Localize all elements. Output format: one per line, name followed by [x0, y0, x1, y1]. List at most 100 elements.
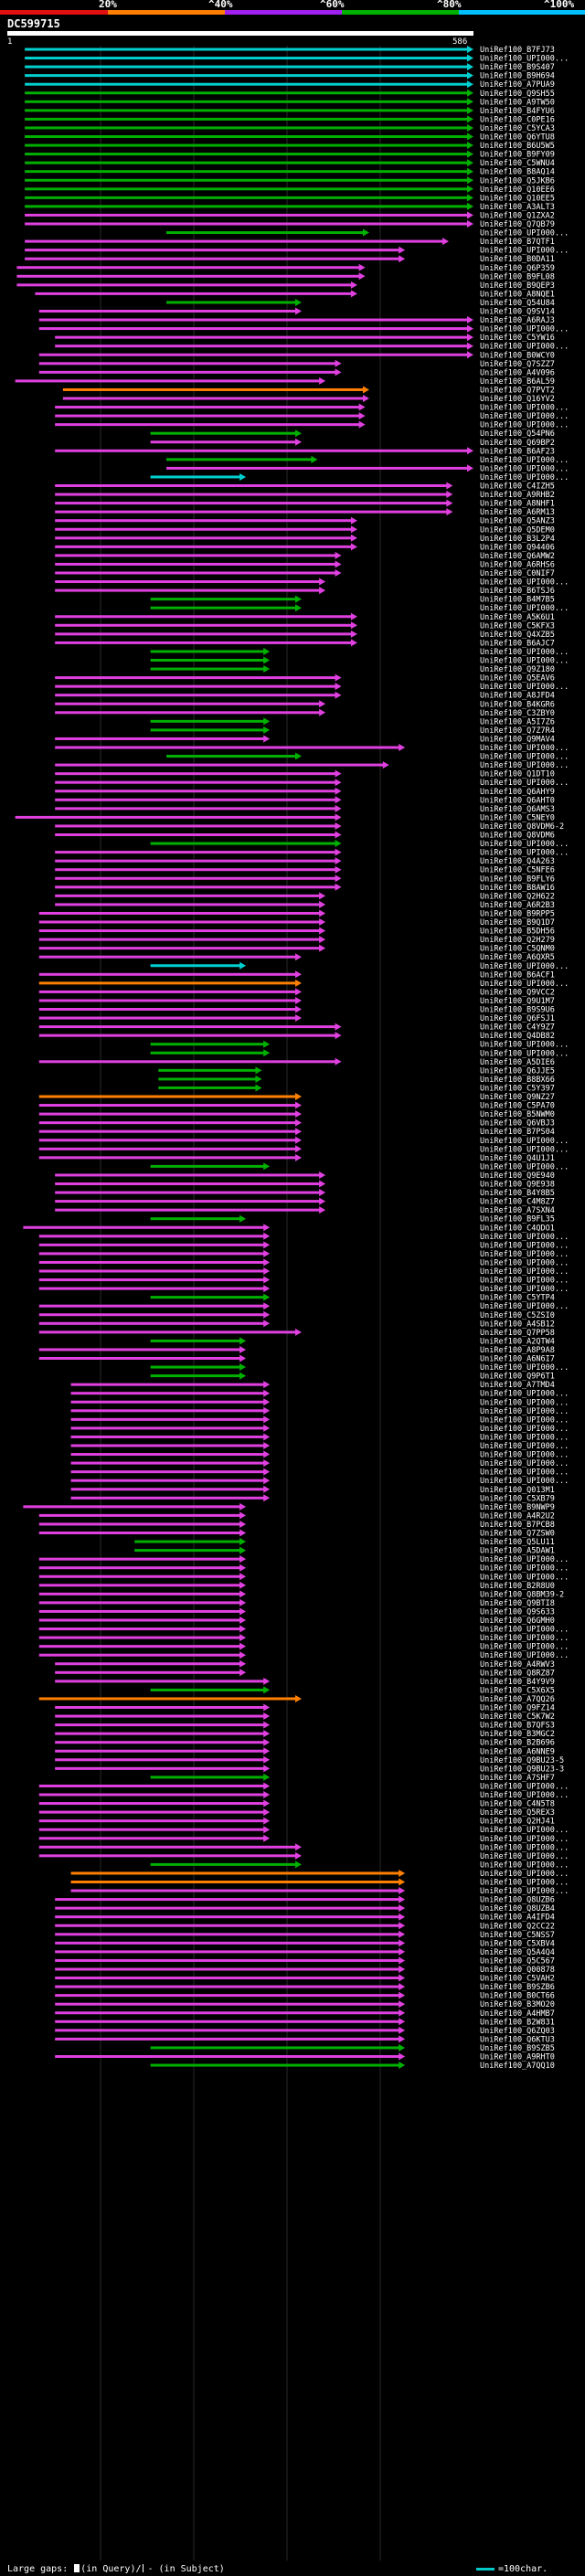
hit-row[interactable]: UniRef100_C0NIF7	[55, 569, 555, 578]
hit-row[interactable]: UniRef100_UPI000...	[25, 54, 569, 64]
hit-row[interactable]: UniRef100_A5DIE6	[38, 1057, 555, 1067]
hit-row[interactable]: UniRef100_B0DA11	[25, 255, 555, 264]
hit-row[interactable]: UniRef100_Q5DEM0	[55, 525, 555, 535]
hit-row[interactable]: UniRef100_Q8UZB4	[55, 1904, 555, 1913]
hit-row[interactable]: UniRef100_B6ACF1	[38, 970, 555, 980]
hit-row[interactable]: UniRef100_Q9S633	[38, 1607, 555, 1617]
hit-row[interactable]: UniRef100_C5K7W2	[55, 1712, 555, 1722]
hit-row[interactable]: UniRef100_B9SZB6	[55, 1983, 555, 1992]
hit-row[interactable]: UniRef100_C4IZH5	[55, 482, 555, 492]
hit-row[interactable]: UniRef100_UPI000...	[38, 1302, 569, 1311]
hit-row[interactable]: UniRef100_UPI000...	[150, 1162, 569, 1171]
hit-row[interactable]: UniRef100_Q6AHT0	[55, 796, 555, 805]
hit-row[interactable]: UniRef100_Q7PP58	[38, 1328, 555, 1338]
hit-row[interactable]: UniRef100_A9RHT0	[55, 2052, 555, 2062]
hit-row[interactable]: UniRef100_Q8RZ87	[55, 1669, 555, 1678]
hit-row[interactable]: UniRef100_B9SZB5	[150, 2043, 555, 2053]
hit-row[interactable]: UniRef100_B9S9U6	[38, 1005, 555, 1015]
hit-row[interactable]: UniRef100_UPI000...	[55, 848, 569, 858]
hit-row[interactable]: UniRef100_B9Q1D7	[38, 918, 555, 928]
hit-row[interactable]: UniRef100_Q6FSJ1	[38, 1014, 555, 1023]
hit-row[interactable]: UniRef100_UPI000...	[38, 979, 569, 989]
hit-row[interactable]: UniRef100_UPI000...	[150, 1049, 569, 1058]
hit-row[interactable]: UniRef100_B9FY09	[25, 150, 555, 160]
hit-row[interactable]: UniRef100_C5XB79	[70, 1494, 555, 1503]
hit-row[interactable]: UniRef100_UPI000...	[38, 1634, 569, 1643]
hit-row[interactable]: UniRef100_UPI000...	[150, 656, 569, 666]
hit-row[interactable]: UniRef100_UPI000...	[55, 578, 569, 588]
hit-row[interactable]: UniRef100_C4M8Z7	[55, 1197, 555, 1207]
hit-row[interactable]: UniRef100_Q7PVT2	[62, 386, 555, 395]
hit-row[interactable]: UniRef100_B3MO20	[55, 2000, 555, 2009]
hit-row[interactable]: UniRef100_UPI000...	[150, 604, 569, 613]
hit-row[interactable]: UniRef100_UPI000...	[55, 403, 569, 413]
hit-row[interactable]: UniRef100_Q2H622	[55, 892, 555, 901]
hit-row[interactable]: UniRef100_Q8BM39-2	[38, 1590, 564, 1599]
hit-row[interactable]: UniRef100_UPI000...	[70, 1415, 569, 1425]
hit-row[interactable]: UniRef100_Q00878	[55, 1966, 555, 1975]
hit-row[interactable]: UniRef100_UPI000...	[55, 779, 569, 788]
hit-row[interactable]: UniRef100_Q5REX3	[38, 1808, 555, 1818]
hit-row[interactable]: UniRef100_Q7ZSW0	[38, 1529, 555, 1539]
hit-row[interactable]: UniRef100_B4Y9V9	[55, 1677, 555, 1687]
hit-row[interactable]: UniRef100_Q9SH55	[25, 89, 555, 99]
hit-row[interactable]: UniRef100_UPI000...	[38, 1258, 569, 1267]
hit-row[interactable]: UniRef100_UPI000...	[150, 1040, 569, 1050]
hit-row[interactable]: UniRef100_B2R8U0	[38, 1581, 555, 1591]
hit-row[interactable]: UniRef100_UPI000...	[25, 246, 569, 256]
hit-row[interactable]: UniRef100_Q10EE5	[25, 194, 555, 203]
hit-row[interactable]: UniRef100_B4FYU6	[25, 106, 555, 116]
hit-row[interactable]: UniRef100_Q5C567	[55, 1956, 555, 1966]
hit-row[interactable]: UniRef100_UPI000...	[38, 1782, 569, 1791]
hit-row[interactable]: UniRef100_B2W831	[55, 2018, 555, 2027]
hit-row[interactable]: UniRef100_A6R2B3	[55, 900, 555, 910]
hit-row[interactable]: UniRef100_UPI000...	[70, 1450, 569, 1460]
hit-row[interactable]: UniRef100_UPI000...	[70, 1398, 569, 1407]
hit-row[interactable]: UniRef100_UPI000...	[70, 1887, 569, 1896]
hit-row[interactable]: UniRef100_Q10EE6	[25, 185, 555, 195]
hit-row[interactable]: UniRef100_UPI000...	[38, 1145, 569, 1154]
hit-row[interactable]: UniRef100_UPI000...	[38, 1625, 569, 1635]
hit-row[interactable]: UniRef100_C5NEY0	[15, 813, 555, 822]
hit-row[interactable]: UniRef100_Q6AHY9	[55, 787, 555, 797]
hit-row[interactable]: UniRef100_Q9BU23-5	[55, 1755, 564, 1765]
hit-row[interactable]: UniRef100_UPI000...	[70, 1878, 569, 1888]
hit-row[interactable]: UniRef100_UPI000...	[38, 1642, 569, 1652]
hit-row[interactable]: UniRef100_UPI000...	[38, 1267, 569, 1277]
hit-row[interactable]: UniRef100_Q69BP2	[150, 438, 555, 448]
hit-row[interactable]: UniRef100_Q5LU11	[134, 1538, 555, 1547]
hit-row[interactable]: UniRef100_A7QQ26	[38, 1694, 555, 1704]
hit-row[interactable]: UniRef100_Q2HJ41	[38, 1817, 555, 1827]
hit-row[interactable]: UniRef100_Q54PN6	[150, 429, 555, 439]
hit-row[interactable]: UniRef100_UPI000...	[55, 342, 569, 352]
hit-row[interactable]: UniRef100_C5WNU4	[25, 159, 555, 168]
hit-row[interactable]: UniRef100_A8NQE1	[35, 290, 555, 299]
hit-row[interactable]: UniRef100_A8NHF1	[55, 499, 555, 509]
hit-row[interactable]: UniRef100_Q5A4Q4	[55, 1947, 555, 1957]
hit-row[interactable]: UniRef100_UPI000...	[38, 1276, 569, 1286]
hit-row[interactable]: UniRef100_Q9E938	[55, 1180, 555, 1190]
hit-row[interactable]: UniRef100_C5KFX3	[55, 621, 555, 631]
hit-row[interactable]: UniRef100_UPI000...	[38, 1843, 569, 1852]
hit-row[interactable]: UniRef100_UPI000...	[55, 744, 569, 753]
hit-row[interactable]: UniRef100_C5VAH2	[55, 1974, 555, 1984]
hit-row[interactable]: UniRef100_C0PE16	[25, 115, 555, 124]
hit-row[interactable]: UniRef100_Q16YV2	[62, 395, 555, 404]
hit-row[interactable]: UniRef100_UPI000...	[55, 761, 569, 770]
hit-row[interactable]: UniRef100_A7SXN4	[55, 1206, 555, 1215]
hit-row[interactable]: UniRef100_B8AQ14	[25, 167, 555, 177]
hit-row[interactable]: UniRef100_A6RAJ3	[38, 316, 555, 325]
hit-row[interactable]: UniRef100_UPI000...	[38, 1555, 569, 1564]
hit-row[interactable]: UniRef100_A9RHB2	[55, 491, 555, 500]
hit-row[interactable]: UniRef100_A4R2U2	[38, 1511, 555, 1521]
hit-row[interactable]: UniRef100_UPI000...	[70, 1468, 569, 1478]
hit-row[interactable]: UniRef100_UPI000...	[166, 455, 569, 465]
hit-row[interactable]: UniRef100_A9TW50	[25, 98, 555, 107]
hit-row[interactable]: UniRef100_B9QEP3	[16, 281, 555, 291]
hit-row[interactable]: UniRef100_Q9MAV4	[55, 735, 555, 744]
hit-row[interactable]: UniRef100_Q6GMH0	[38, 1617, 555, 1626]
hit-row[interactable]: UniRef100_A5K6U1	[55, 612, 555, 622]
hit-row[interactable]: UniRef100_Q1DT10	[55, 769, 555, 779]
hit-row[interactable]: UniRef100_Q9NZ27	[38, 1093, 555, 1102]
hit-row[interactable]: UniRef100_B6AF23	[55, 447, 555, 456]
